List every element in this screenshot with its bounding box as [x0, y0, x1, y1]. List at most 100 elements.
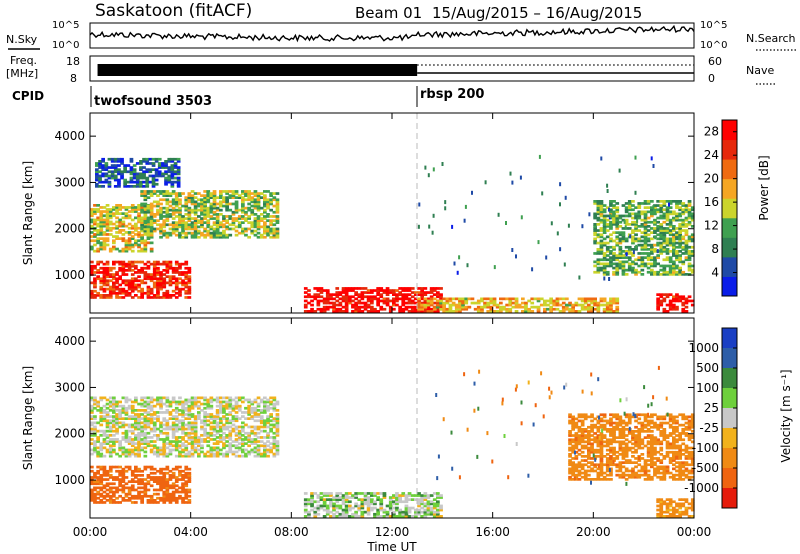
- echo-cell: [508, 310, 513, 313]
- echo-cell: [519, 175, 522, 180]
- echo-cell: [665, 310, 670, 313]
- echo-cell: [624, 202, 629, 205]
- echo-cell: [574, 475, 579, 479]
- echo-cell: [234, 204, 239, 208]
- echo-cell: [156, 291, 160, 295]
- echo-cell: [162, 476, 167, 479]
- echo-cell: [668, 239, 673, 243]
- echo-cell: [401, 500, 406, 504]
- echo-cell: [121, 229, 126, 232]
- echo-cell: [156, 415, 160, 418]
- echo-cell: [134, 436, 138, 439]
- echo-cell: [215, 225, 220, 229]
- echo-cell: [215, 231, 220, 235]
- echo-cell: [152, 492, 157, 496]
- echo-cell: [672, 241, 676, 245]
- echo-cell: [653, 250, 657, 253]
- echo-cell: [102, 494, 107, 498]
- echo-cell: [165, 210, 170, 214]
- echo-cell: [392, 291, 396, 294]
- echo-cell: [574, 478, 579, 481]
- noise-tick-bottom-right: 10^0: [700, 40, 727, 51]
- echo-cell: [417, 310, 421, 313]
- echo-cell: [373, 310, 377, 313]
- echo-cell: [134, 415, 138, 418]
- echo-cell: [241, 444, 245, 448]
- echo-cell: [105, 429, 110, 433]
- noise-search-label: N.Search: [746, 32, 796, 45]
- echo-cell: [307, 293, 311, 296]
- echo-cell: [118, 409, 122, 412]
- echo-cell: [596, 467, 601, 471]
- echo-cell: [149, 235, 154, 239]
- echo-cell: [429, 297, 434, 301]
- echo-cell: [212, 421, 217, 425]
- echo-cell: [110, 174, 115, 178]
- echo-cell: [146, 419, 151, 423]
- echo-cell: [599, 243, 604, 247]
- echo-cell: [108, 210, 113, 213]
- echo-cell: [266, 233, 270, 237]
- echo-cell: [467, 305, 472, 309]
- echo-cell: [410, 295, 415, 299]
- echo-cell: [115, 465, 119, 469]
- echo-cell: [247, 417, 251, 420]
- echo-cell: [187, 217, 192, 220]
- echo-cell: [681, 210, 686, 214]
- colorbar-tick-label: 16: [704, 195, 719, 209]
- echo-cell: [665, 231, 670, 234]
- echo-cell: [225, 402, 229, 406]
- echo-cell: [212, 442, 217, 445]
- echo-cell: [96, 237, 100, 240]
- echo-cell: [174, 499, 179, 502]
- echo-cell: [348, 297, 352, 301]
- echo-cell: [102, 224, 107, 228]
- echo-cell: [156, 478, 160, 481]
- echo-cell: [146, 287, 151, 291]
- echo-cell: [137, 415, 141, 418]
- echo-cell: [105, 406, 110, 410]
- echo-cell: [471, 190, 473, 195]
- echo-cell: [426, 291, 431, 294]
- echo-cell: [222, 196, 226, 199]
- echo-cell: [102, 404, 107, 408]
- echo-cell: [162, 277, 167, 281]
- echo-cell: [370, 508, 374, 512]
- echo-cell: [234, 440, 239, 443]
- echo-cell: [99, 465, 104, 469]
- echo-cell: [181, 271, 185, 274]
- echo-cell: [143, 419, 148, 423]
- echo-cell: [269, 192, 273, 195]
- echo-cell: [212, 452, 217, 456]
- echo-cell: [112, 482, 116, 486]
- echo-cell: [329, 305, 333, 309]
- echo-cell: [206, 198, 211, 202]
- echo-cell: [164, 176, 168, 180]
- echo-cell: [269, 223, 273, 227]
- echo-cell: [184, 488, 189, 492]
- echo-cell: [590, 415, 594, 419]
- echo-cell: [99, 241, 104, 245]
- echo-cell: [132, 185, 137, 188]
- echo-cell: [596, 305, 601, 309]
- echo-cell: [612, 270, 616, 274]
- echo-cell: [137, 260, 141, 264]
- echo-cell: [118, 501, 122, 504]
- echo-cell: [124, 294, 129, 297]
- echo-cell: [684, 258, 689, 262]
- echo-cell: [135, 162, 140, 165]
- echo-cell: [395, 492, 399, 495]
- echo-cell: [181, 223, 185, 227]
- echo-cell: [101, 185, 105, 188]
- echo-cell: [420, 515, 424, 518]
- echo-cell: [665, 241, 670, 245]
- echo-cell: [137, 434, 141, 437]
- echo-cell: [253, 202, 258, 206]
- echo-cell: [436, 492, 440, 495]
- echo-cell: [624, 218, 629, 222]
- echo-cell: [124, 452, 129, 456]
- echo-cell: [420, 502, 424, 506]
- echo-cell: [599, 262, 604, 266]
- echo-cell: [266, 404, 270, 408]
- echo-cell: [313, 510, 318, 514]
